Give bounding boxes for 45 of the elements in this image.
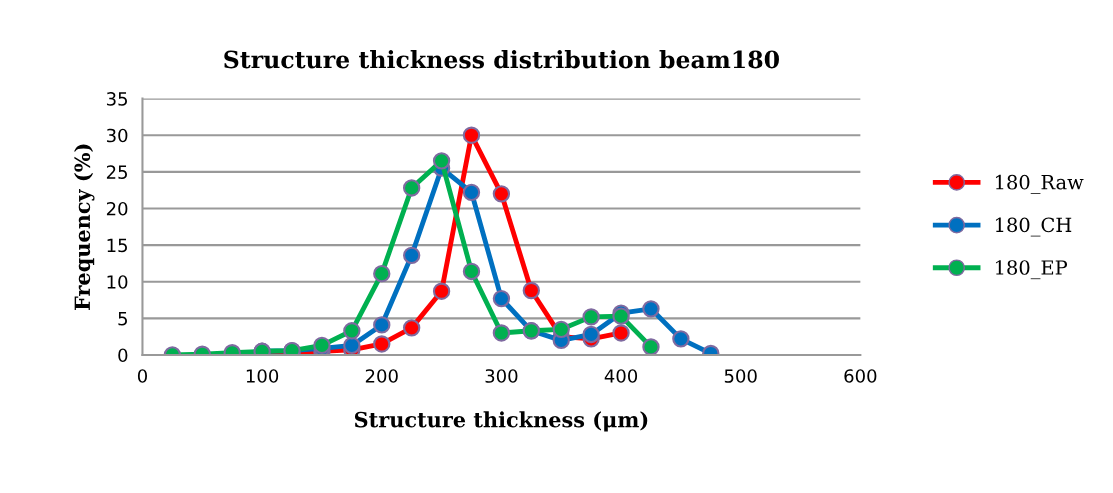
point: [642, 300, 660, 318]
legend-label: 180_EP: [995, 260, 1068, 280]
x-tick-label: 0: [137, 369, 148, 383]
x-axis-title: Structure thickness (μm): [354, 411, 648, 432]
x-tick-label: 400: [604, 369, 638, 383]
point: [492, 185, 511, 203]
point: [402, 319, 421, 337]
y-tick-label: 5: [118, 312, 127, 326]
point: [343, 322, 361, 340]
point: [373, 264, 391, 283]
point: [432, 282, 451, 300]
y-tick-label: 20: [106, 201, 128, 216]
y-tick-label: 35: [106, 92, 127, 106]
point: [373, 316, 391, 334]
chart-title: Structure thickness distribution beam180: [224, 50, 779, 69]
y-tick-label: 10: [107, 275, 128, 289]
point: [672, 330, 690, 348]
point: [373, 335, 391, 353]
x-tick-label: 600: [844, 369, 877, 383]
point: [492, 289, 511, 308]
x-tick-label: 500: [724, 369, 757, 383]
point: [522, 281, 540, 300]
y-axis-title: Frequency (%): [74, 144, 95, 310]
x-tick-label: 100: [246, 369, 279, 383]
point: [402, 246, 421, 265]
point: [612, 324, 630, 342]
point: [582, 325, 600, 344]
x-tick-label: 300: [485, 369, 518, 383]
y-tick-label: 30: [106, 128, 128, 143]
point: [432, 152, 451, 170]
point: [343, 336, 361, 355]
y-tick-label: 0: [118, 348, 128, 363]
point: [462, 126, 481, 144]
y-tick-label: 15: [107, 238, 127, 253]
point: [462, 262, 481, 281]
point: [582, 308, 600, 326]
legend-label: 180_CH: [995, 217, 1072, 237]
point: [492, 324, 511, 342]
point: [462, 183, 481, 202]
point: [552, 320, 570, 338]
y-tick-label: 25: [106, 165, 127, 179]
point: [402, 179, 421, 197]
x-tick-label: 200: [365, 369, 398, 383]
legend-label: 180_Raw: [995, 174, 1084, 194]
point: [642, 338, 660, 355]
